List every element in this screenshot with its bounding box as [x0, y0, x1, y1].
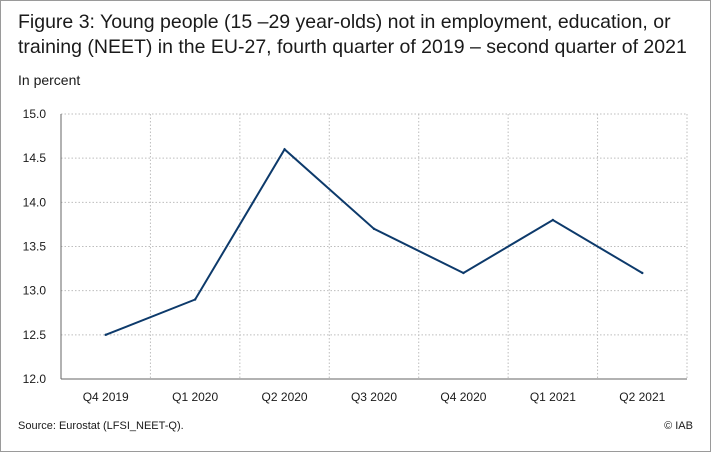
x-tick-label: Q1 2021	[530, 390, 576, 404]
copyright-note: © IAB	[664, 420, 693, 432]
y-tick-label: 12.5	[23, 328, 47, 342]
data-point	[104, 333, 107, 337]
data-point	[193, 298, 197, 301]
chart-axes	[60, 114, 687, 380]
data-point	[372, 227, 376, 231]
x-tick-label: Q1 2020	[172, 390, 218, 404]
x-tick-label: Q4 2019	[83, 390, 129, 404]
data-point	[283, 148, 286, 151]
y-tick-label: 12.0	[23, 372, 47, 386]
y-tick-label: 14.0	[23, 195, 47, 209]
x-tick-label: Q2 2020	[262, 390, 308, 404]
data-point	[462, 271, 465, 275]
y-tick-label: 13.0	[23, 284, 47, 298]
y-tick-label: 15.0	[23, 107, 47, 121]
y-tick-label: 13.5	[23, 240, 47, 254]
series-line	[105, 147, 643, 336]
x-tick-label: Q2 2021	[619, 390, 665, 404]
x-axis-tick-labels: Q4 2019 Q1 2020 Q2 2020 Q3 2020 Q4 2020 Q1 20…	[83, 390, 666, 404]
chart-subtitle: In percent	[18, 72, 81, 88]
data-point	[641, 271, 644, 275]
x-tick-label: Q4 2020	[440, 390, 486, 404]
y-tick-label: 14.5	[23, 151, 47, 165]
data-point	[551, 218, 555, 222]
source-note: Source: Eurostat (LFSI_NEET-Q).	[18, 420, 184, 432]
y-axis-tick-labels: 12.0 12.5 13.0 13.5 14.0 14.5 15.0	[23, 107, 47, 386]
chart-grid	[61, 113, 688, 379]
chart-series	[104, 147, 644, 337]
chart-title: Figure 3: Young people (15 –29 year-olds…	[18, 11, 687, 58]
x-tick-label: Q3 2020	[351, 390, 397, 404]
